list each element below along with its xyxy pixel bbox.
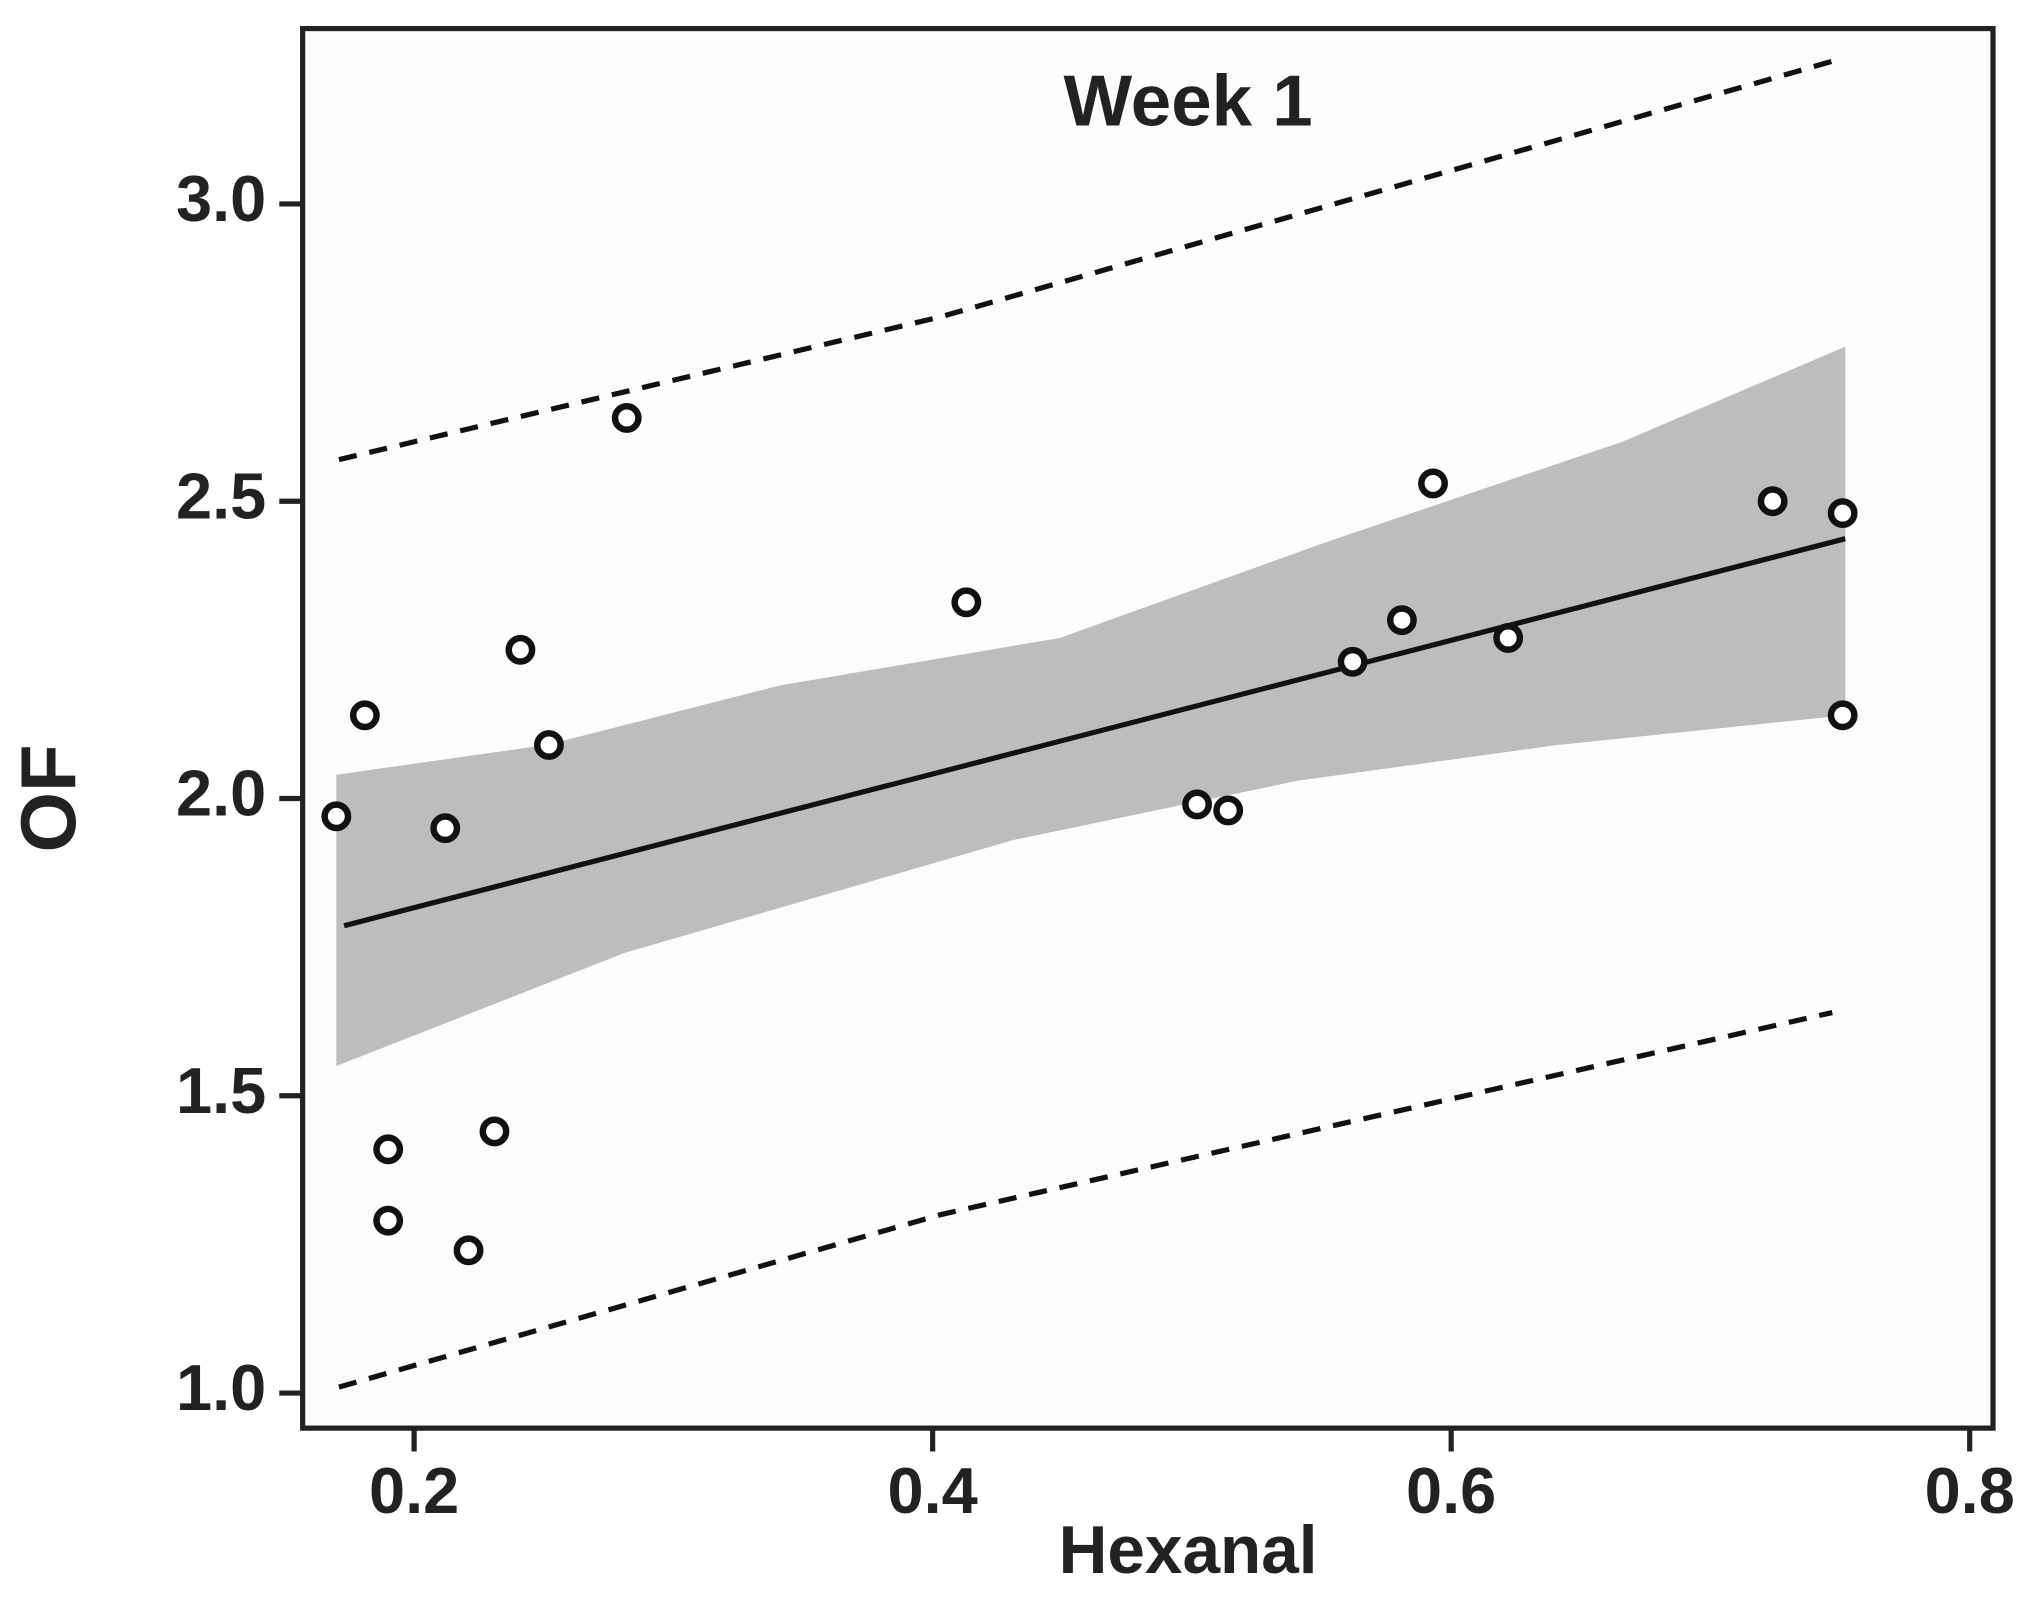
data-point xyxy=(505,634,536,665)
data-point xyxy=(373,1134,404,1165)
y-tick-label: 1.5 xyxy=(176,1054,266,1127)
data-point xyxy=(1213,795,1244,826)
prediction-line xyxy=(338,1010,1833,1390)
data-point xyxy=(1827,700,1858,731)
y-tick-label: 3.0 xyxy=(176,162,266,235)
data-point xyxy=(1418,468,1448,499)
data-point xyxy=(373,1205,404,1236)
data-point xyxy=(321,801,352,832)
data-point xyxy=(951,587,982,618)
plot-area xyxy=(321,58,1858,1390)
data-point xyxy=(1757,486,1788,517)
x-tick-label: 0.8 xyxy=(1925,1454,2015,1527)
x-axis-label: Hexanal xyxy=(1059,1513,1318,1588)
y-tick-label: 1.0 xyxy=(176,1351,266,1424)
fit-line xyxy=(343,536,1846,929)
x-tick-label: 0.6 xyxy=(1406,1454,1496,1527)
y-axis-label: OF xyxy=(4,744,92,852)
x-tick-label: 0.4 xyxy=(888,1454,978,1527)
plot-frame xyxy=(300,25,1996,1431)
data-point xyxy=(1337,646,1368,677)
data-point xyxy=(1493,623,1524,653)
chart-title: Week 1 xyxy=(1063,61,1312,142)
data-point xyxy=(479,1116,510,1147)
data-point xyxy=(1182,789,1213,820)
data-point xyxy=(1386,605,1417,636)
data-point xyxy=(534,730,564,760)
x-tick-label: 0.2 xyxy=(369,1454,459,1527)
y-tick-label: 2.0 xyxy=(176,757,266,830)
data-point xyxy=(430,813,461,844)
data-point xyxy=(1827,498,1858,529)
data-point xyxy=(611,403,642,433)
confidence-band xyxy=(336,346,1846,1067)
y-tick-label: 2.5 xyxy=(176,459,266,532)
data-point xyxy=(349,700,380,731)
data-point xyxy=(453,1235,484,1266)
